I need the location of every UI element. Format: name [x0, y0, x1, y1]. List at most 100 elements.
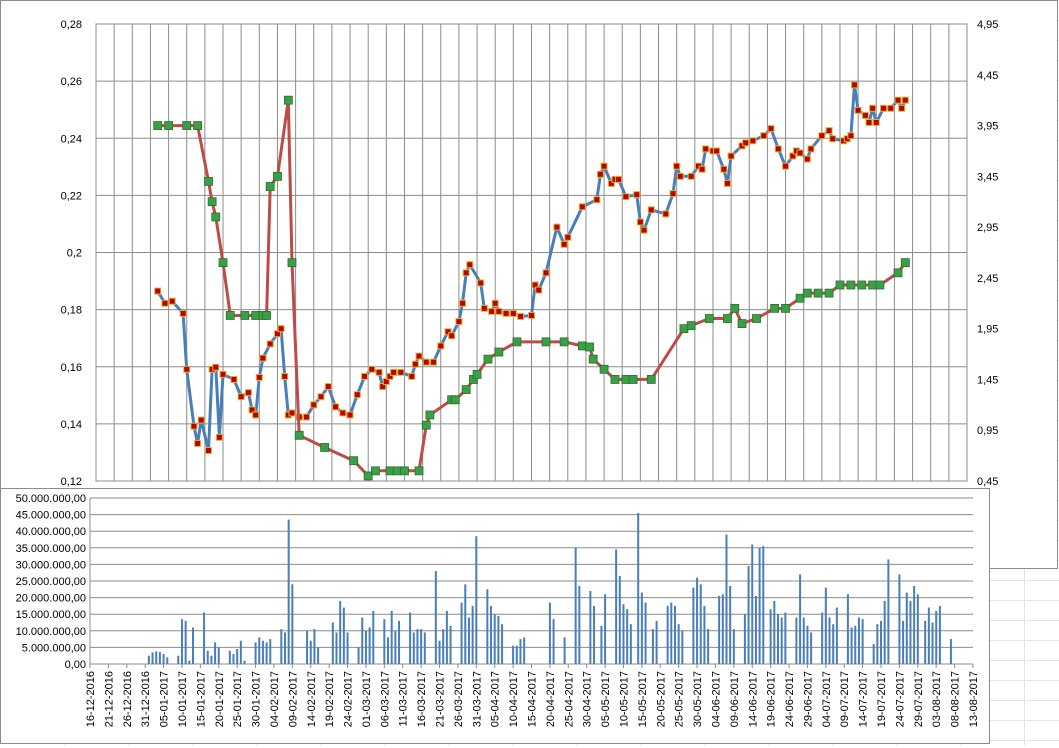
volume-x-tick-label: 31-03-2017 [471, 671, 483, 727]
volume-bar [640, 592, 643, 664]
green-point-marker [294, 430, 304, 440]
red-point-marker [379, 383, 387, 391]
volume-bar [287, 519, 290, 664]
green-point-marker [802, 288, 812, 298]
red-point-marker [894, 96, 902, 104]
volume-y-tick-label: 30.000.000,00 [16, 559, 86, 571]
green-point-marker [207, 197, 217, 207]
y-right-tick-label: 1,45 [977, 374, 998, 386]
volume-bar [420, 629, 423, 664]
volume-x-tick-label: 11-03-2017 [398, 671, 410, 726]
y-right-tick-label: 2,95 [977, 222, 998, 234]
green-point-marker [461, 385, 471, 395]
volume-x-tick-label: 14-06-2017 [747, 671, 759, 727]
green-point-marker [723, 314, 732, 323]
green-point-marker [628, 375, 638, 384]
red-point-marker [698, 165, 706, 173]
green-point-marker [283, 95, 293, 105]
volume-x-tick-label: 04-06-2017 [710, 671, 722, 727]
green-point-marker [392, 466, 402, 476]
red-point-marker [154, 287, 162, 295]
volume-bar [673, 605, 676, 664]
volume-x-tick-label: 19-06-2017 [766, 671, 778, 727]
green-point-marker [737, 319, 747, 328]
volume-x-tick-label: 14-02-2017 [306, 671, 318, 727]
volume-x-tick-label: 05-05-2017 [600, 671, 612, 727]
volume-bar [236, 649, 239, 664]
red-point-marker [386, 372, 394, 380]
volume-bar [666, 605, 669, 664]
red-point-marker [190, 422, 198, 430]
green-point-marker [770, 303, 780, 313]
volume-x-tick-label: 20-04-2017 [545, 671, 557, 727]
red-point-marker [887, 104, 895, 112]
volume-bar [317, 647, 320, 664]
volume-chart-frame[interactable]: 0,00 5.000.000,00 10.000.000,00 15.000.000,… [0, 488, 990, 744]
volume-bar [313, 629, 316, 664]
red-point-marker [669, 190, 677, 198]
volume-y-tick-label: 35.000.000,00 [16, 543, 86, 555]
volume-bar [883, 600, 886, 664]
green-point-marker [287, 258, 297, 268]
green-point-marker [494, 347, 504, 357]
volume-bar [854, 625, 857, 664]
volume-bar [846, 594, 849, 664]
volume-bar [655, 620, 658, 664]
red-point-marker [789, 152, 797, 160]
red-point-marker [361, 372, 369, 380]
volume-bar [269, 639, 272, 664]
red-point-marker [302, 413, 310, 421]
red-point-marker [825, 127, 833, 135]
green-point-marker [599, 364, 609, 374]
volume-x-tick-label: 24-06-2017 [784, 671, 796, 727]
green-point-marker [752, 314, 761, 323]
volume-bar [412, 632, 415, 664]
y-right-tick-label: 2,45 [977, 273, 998, 285]
price-line-chart[interactable]: 0,12 0,14 0,16 0,18 0,2 0,22 0,24 0,26 0,28 0,45 0… [0, 0, 1059, 570]
red-point-marker [266, 340, 274, 348]
red-point-marker [774, 145, 782, 153]
red-point-marker [368, 365, 376, 373]
red-point-marker [339, 409, 347, 417]
volume-bar [721, 594, 724, 664]
green-point-marker [577, 341, 587, 351]
green-point-marker [273, 171, 282, 181]
volume-x-tick-label: 29-07-2017 [913, 671, 925, 727]
green-point-marker [349, 456, 359, 466]
green-point-marker [610, 375, 620, 384]
red-point-marker [869, 104, 877, 112]
red-point-marker [542, 269, 550, 277]
volume-bar [681, 630, 684, 664]
volume-bar [729, 585, 732, 664]
volume-bar [743, 614, 746, 664]
volume-bar [180, 619, 183, 664]
volume-bar [383, 619, 386, 664]
volume-bar [265, 642, 268, 664]
volume-bar [927, 607, 930, 664]
volume-bar [523, 637, 526, 664]
volume-bar [931, 622, 934, 664]
volume-x-tick-label: 09-07-2017 [839, 671, 851, 727]
volume-bar [512, 645, 515, 664]
green-point-marker [265, 182, 275, 191]
volume-bar [467, 617, 470, 664]
green-point-marker [686, 321, 696, 331]
red-point-marker [480, 304, 488, 312]
volume-bar [699, 584, 702, 664]
volume-bar [357, 647, 360, 664]
red-point-marker [212, 363, 220, 371]
volume-bar [361, 617, 364, 664]
green-point-marker [781, 303, 790, 313]
red-point-marker [168, 297, 176, 305]
red-point-marker [491, 299, 499, 307]
red-point-marker [662, 210, 670, 218]
volume-bar [707, 629, 710, 664]
volume-x-tick-label: 20-05-2017 [655, 671, 667, 727]
green-point-marker [824, 288, 834, 298]
y-right-tick-label: 4,45 [977, 70, 998, 82]
green-point-marker [483, 354, 493, 364]
volume-bar [629, 624, 632, 664]
volume-bar [604, 594, 607, 664]
red-point-marker [288, 409, 296, 417]
red-point-marker [622, 193, 630, 201]
